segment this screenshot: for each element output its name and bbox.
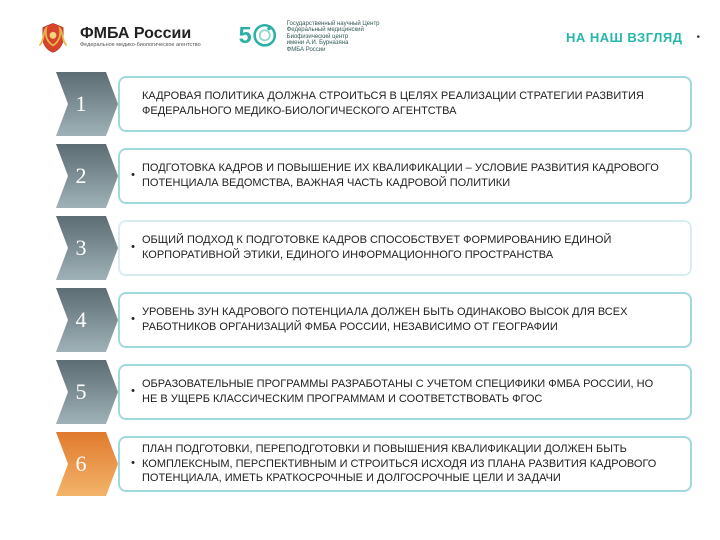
decor-dot-icon: • [696,32,700,43]
bullet-icon: • [130,385,136,397]
bullet-icon: • [130,457,136,469]
russian-emblem-icon [36,20,70,54]
item-text: ПЛАН ПОДГОТОВКИ, ПЕРЕПОДГОТОВКИ И ПОВЫШЕ… [142,442,670,487]
item-text: ПОДГОТОВКА КАДРОВ И ПОВЫШЕНИЕ ИХ КВАЛИФИ… [142,161,670,191]
item-number: 2 [56,144,106,208]
fmba-title-block: ФМБА России Федеральное медико-биологиче… [80,26,201,48]
secondary-org-line: Биофизический центр [287,34,380,41]
secondary-org-line: Федеральный медицинский [287,27,380,34]
bullet-icon: • [130,169,136,181]
header: ФМБА России Федеральное медико-биологиче… [36,14,700,60]
secondary-org-line: ФМБА России [287,47,380,54]
item-text: КАДРОВАЯ ПОЛИТИКА ДОЛЖНА СТРОИТЬСЯ В ЦЕЛ… [142,89,670,119]
item-card: • ОБРАЗОВАТЕЛЬНЫЕ ПРОГРАММЫ РАЗРАБОТАНЫ … [118,364,692,420]
svg-text:5: 5 [238,22,251,48]
item-number: 6 [56,432,106,496]
secondary-org-text: Государственный научный Центр Федеральны… [287,21,380,54]
item-text: ОБРАЗОВАТЕЛЬНЫЕ ПРОГРАММЫ РАЗРАБОТАНЫ С … [142,377,670,407]
item-text: ОБЩИЙ ПОДХОД К ПОДГОТОВКЕ КАДРОВ СПОСОБС… [142,233,670,263]
list-item: 1 КАДРОВАЯ ПОЛИТИКА ДОЛЖНА СТРОИТЬСЯ В Ц… [56,72,692,136]
item-card: • УРОВЕНЬ ЗУН КАДРОВОГО ПОТЕНЦИАЛА ДОЛЖЕ… [118,292,692,348]
secondary-org-line: имени А.И. Бурназяна [287,40,380,47]
item-card: • ОБЩИЙ ПОДХОД К ПОДГОТОВКЕ КАДРОВ СПОСО… [118,220,692,276]
item-card: • ПЛАН ПОДГОТОВКИ, ПЕРЕПОДГОТОВКИ И ПОВЫ… [118,436,692,492]
burnazyan-50-logo-icon: 5 [237,16,279,58]
list-item: 2 • ПОДГОТОВКА КАДРОВ И ПОВЫШЕНИЕ ИХ КВА… [56,144,692,208]
item-number: 5 [56,360,106,424]
fmba-title: ФМБА России [80,26,201,43]
item-number: 3 [56,216,106,280]
page-slogan: НА НАШ ВЗГЛЯД [566,30,682,45]
item-number: 4 [56,288,106,352]
item-card: КАДРОВАЯ ПОЛИТИКА ДОЛЖНА СТРОИТЬСЯ В ЦЕЛ… [118,76,692,132]
bullet-icon: • [130,241,136,253]
list-item: 5 • ОБРАЗОВАТЕЛЬНЫЕ ПРОГРАММЫ РАЗРАБОТАН… [56,360,692,424]
item-card: • ПОДГОТОВКА КАДРОВ И ПОВЫШЕНИЕ ИХ КВАЛИ… [118,148,692,204]
list-item: 3 • ОБЩИЙ ПОДХОД К ПОДГОТОВКЕ КАДРОВ СПО… [56,216,692,280]
item-text: УРОВЕНЬ ЗУН КАДРОВОГО ПОТЕНЦИАЛА ДОЛЖЕН … [142,305,670,335]
item-number: 1 [56,72,106,136]
principles-list: 1 КАДРОВАЯ ПОЛИТИКА ДОЛЖНА СТРОИТЬСЯ В Ц… [56,72,692,504]
bullet-icon: • [130,313,136,325]
list-item: 4 • УРОВЕНЬ ЗУН КАДРОВОГО ПОТЕНЦИАЛА ДОЛ… [56,288,692,352]
list-item: 6 • ПЛАН ПОДГОТОВКИ, ПЕРЕПОДГОТОВКИ И ПО… [56,432,692,496]
fmba-subtitle: Федеральное медико-биологическое агентст… [80,43,201,49]
